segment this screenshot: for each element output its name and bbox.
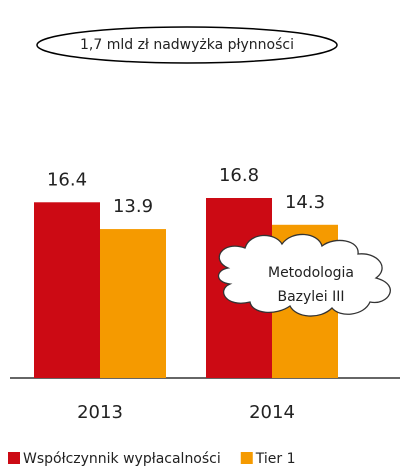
legend-label: Współczynnik wypłacalności — [23, 451, 221, 467]
legend-swatch — [240, 452, 253, 464]
annotation-text: 1,7 mld zł nadwyżka płynności — [80, 37, 294, 53]
x-tick-label: 2013 — [77, 402, 123, 423]
cloud: Metodologia Bazylei III — [217, 233, 391, 317]
bar — [34, 202, 100, 378]
data-label: 14.3 — [285, 192, 325, 213]
data-label: 16.4 — [47, 169, 87, 190]
annotation-ellipse — [36, 26, 338, 64]
cloud-shape — [217, 233, 391, 317]
data-label: 13.9 — [113, 196, 153, 217]
data-label: 16.8 — [219, 165, 259, 186]
cloud-text: Bazylei III — [277, 289, 344, 305]
legend-label: Tier 1 — [255, 451, 296, 467]
x-tick-label: 2014 — [249, 402, 295, 423]
legend-swatch — [8, 452, 20, 464]
bar — [100, 229, 166, 378]
cloud-text: Metodologia — [268, 265, 354, 281]
